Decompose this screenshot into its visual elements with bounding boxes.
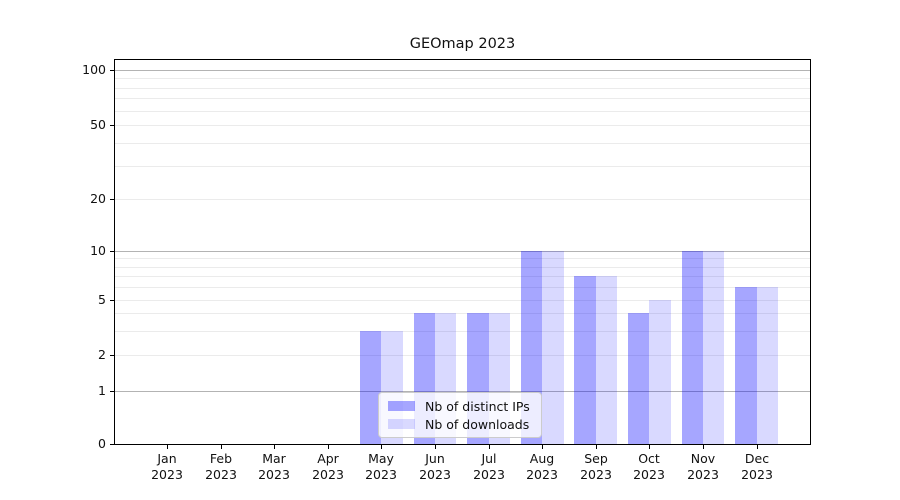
bar-oct-distinct-ips — [628, 313, 650, 444]
gridline-3 — [115, 331, 810, 332]
gridline-layer — [115, 60, 810, 444]
legend-swatch-icon — [388, 401, 415, 411]
x-tickmark-apr — [328, 445, 329, 449]
bar-aug-downloads — [542, 251, 564, 444]
x-ticklabel-feb: Feb 2023 — [205, 451, 237, 482]
x-ticklabel-oct: Oct 2023 — [633, 451, 665, 482]
gridline-30 — [115, 166, 810, 167]
gridline-100 — [115, 70, 810, 71]
x-ticklabel-apr: Apr 2023 — [312, 451, 344, 482]
y-ticklabel-2: 2 — [98, 347, 106, 362]
y-ticklabel-20: 20 — [90, 191, 106, 206]
x-ticklabel-jul: Jul 2023 — [473, 451, 505, 482]
y-tickmark-2 — [110, 355, 114, 356]
x-tickmark-jan — [167, 445, 168, 449]
gridline-50 — [115, 125, 810, 126]
bar-may-distinct-ips — [360, 330, 382, 444]
x-tickmark-sep — [596, 445, 597, 449]
gridline-5 — [115, 300, 810, 301]
x-ticklabel-aug: Aug 2023 — [526, 451, 558, 482]
x-ticklabel-dec: Dec 2023 — [741, 451, 773, 482]
bar-dec-downloads — [756, 287, 778, 444]
legend: Nb of distinct IPs Nb of downloads — [378, 392, 542, 438]
legend-row: Nb of downloads — [388, 416, 541, 432]
gridline-90 — [115, 78, 810, 79]
chart-title: GEOmap 2023 — [409, 36, 516, 52]
gridline-70 — [115, 98, 810, 99]
legend-label: Nb of downloads — [425, 416, 530, 432]
x-ticklabel-may: May 2023 — [365, 451, 397, 482]
x-ticklabel-mar: Mar 2023 — [258, 451, 290, 482]
x-ticklabel-nov: Nov 2023 — [687, 451, 719, 482]
plot-area: Nb of distinct IPs Nb of downloads — [114, 59, 811, 445]
x-tickmark-feb — [221, 445, 222, 449]
y-tickmark-1 — [110, 391, 114, 392]
y-tickmark-20 — [110, 199, 114, 200]
gridline-40 — [115, 143, 810, 144]
x-tickmark-jun — [435, 445, 436, 449]
y-tickmark-5 — [110, 300, 114, 301]
y-ticklabel-100: 100 — [82, 62, 106, 77]
bar-sep-distinct-ips — [574, 276, 596, 444]
gridline-2 — [115, 355, 810, 356]
y-ticklabel-50: 50 — [90, 117, 106, 132]
y-tickmark-10 — [110, 251, 114, 252]
gridline-7 — [115, 276, 810, 277]
x-tickmark-nov — [703, 445, 704, 449]
y-tickmark-100 — [110, 70, 114, 71]
y-ticklabel-5: 5 — [98, 292, 106, 307]
y-tickmark-50 — [110, 125, 114, 126]
x-ticklabel-jun: Jun 2023 — [419, 451, 451, 482]
y-ticklabel-10: 10 — [90, 243, 106, 258]
gridline-10 — [115, 251, 810, 252]
gridline-60 — [115, 111, 810, 112]
legend-swatch-icon — [388, 419, 415, 429]
gridline-1 — [115, 391, 810, 392]
bar-oct-downloads — [649, 300, 671, 444]
bar-sep-downloads — [595, 276, 618, 444]
x-tickmark-jul — [489, 445, 490, 449]
gridline-20 — [115, 199, 810, 200]
bar-dec-distinct-ips — [735, 287, 757, 444]
bar-nov-downloads — [703, 251, 725, 444]
x-tickmark-mar — [274, 445, 275, 449]
x-tickmark-aug — [542, 445, 543, 449]
legend-label: Nb of distinct IPs — [425, 398, 530, 414]
gridline-8 — [115, 267, 810, 268]
gridline-9 — [115, 258, 810, 259]
bar-nov-distinct-ips — [681, 251, 703, 444]
gridline-6 — [115, 287, 810, 288]
gridline-80 — [115, 88, 810, 89]
y-ticklabel-0: 0 — [98, 436, 106, 451]
legend-row: Nb of distinct IPs — [388, 398, 541, 414]
gridline-4 — [115, 313, 810, 314]
x-tickmark-oct — [649, 445, 650, 449]
x-ticklabel-jan: Jan 2023 — [151, 451, 183, 482]
bar-layer — [115, 60, 810, 444]
x-ticklabel-sep: Sep 2023 — [580, 451, 612, 482]
y-tickmark-0 — [110, 444, 114, 445]
y-ticklabel-1: 1 — [98, 383, 106, 398]
x-tickmark-may — [381, 445, 382, 449]
x-tickmark-dec — [757, 445, 758, 449]
